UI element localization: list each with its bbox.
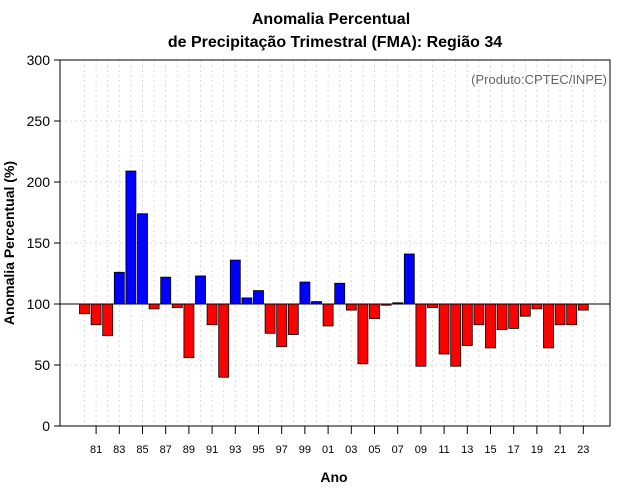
bar-89 xyxy=(183,303,195,359)
bar-82 xyxy=(102,303,114,337)
bar-21 xyxy=(554,303,566,326)
x-tick-label: 93 xyxy=(229,444,241,456)
x-tick-label: 97 xyxy=(276,444,288,456)
bar-09 xyxy=(415,303,427,367)
y-axis: 0 50 100 150 200 250 300 xyxy=(27,52,60,434)
bar-23 xyxy=(577,303,589,311)
bar-12 xyxy=(450,303,462,367)
bar-18 xyxy=(519,303,531,317)
x-tick-label: 91 xyxy=(206,444,218,456)
bar-93 xyxy=(229,259,241,305)
x-tick-label: 13 xyxy=(461,444,473,456)
x-tick-label: 89 xyxy=(183,444,195,456)
x-tick-label: 21 xyxy=(554,444,566,456)
y-tick-label: 100 xyxy=(27,296,51,312)
y-tick-label: 200 xyxy=(27,174,51,190)
bar-85 xyxy=(137,213,148,305)
grid xyxy=(60,60,610,426)
bar-20 xyxy=(543,303,554,349)
y-tick-label: 50 xyxy=(34,357,50,373)
bar-15 xyxy=(485,303,496,349)
x-tick-label: 83 xyxy=(113,444,125,456)
bar-04 xyxy=(357,303,369,365)
bar-13 xyxy=(461,303,473,346)
bar-90 xyxy=(195,275,206,305)
bar-99 xyxy=(299,281,311,305)
bar-92 xyxy=(218,303,230,378)
x-tick-label: 01 xyxy=(322,444,334,456)
bar-86 xyxy=(148,303,160,310)
y-tick-label: 250 xyxy=(27,113,51,129)
bar-81 xyxy=(90,303,102,326)
x-tick-label: 05 xyxy=(368,444,380,456)
bar-84 xyxy=(125,170,137,305)
y-tick-label: 0 xyxy=(42,418,50,434)
bar-22 xyxy=(566,303,578,326)
x-tick-label: 11 xyxy=(438,444,449,456)
chart-subtitle: de Precipitação Trimestral (FMA): Região… xyxy=(168,34,502,51)
x-tick-label: 81 xyxy=(90,444,102,456)
bar-98 xyxy=(287,303,299,335)
bar-96 xyxy=(264,303,276,334)
bar-97 xyxy=(276,303,288,348)
bar-02 xyxy=(334,282,346,305)
bar-88 xyxy=(171,303,183,309)
x-tick-label: 99 xyxy=(299,444,311,456)
bar-83 xyxy=(113,271,125,305)
bar-11 xyxy=(438,303,450,355)
bar-80 xyxy=(79,303,90,315)
x-tick-label: 95 xyxy=(252,444,264,456)
x-tick-label: 07 xyxy=(392,444,404,456)
bar-14 xyxy=(473,303,485,326)
x-tick-label: 87 xyxy=(160,444,172,456)
x-axis-title: Ano xyxy=(320,469,347,485)
bar-08 xyxy=(403,253,415,305)
y-axis-title: Anomalia Percentual (%) xyxy=(1,161,17,325)
bar-87 xyxy=(160,276,172,305)
y-tick-label: 300 xyxy=(27,52,51,68)
x-tick-label: 09 xyxy=(415,444,427,456)
chart-title: Anomalia Percentual xyxy=(252,11,410,28)
x-tick-label: 85 xyxy=(136,444,148,456)
x-tick-label: 15 xyxy=(484,444,496,456)
credit-label: (Produto:CPTEC/INPE) xyxy=(471,72,607,87)
bar-17 xyxy=(508,303,520,329)
x-tick-label: 23 xyxy=(577,444,589,456)
bar-05 xyxy=(369,303,380,320)
bar-91 xyxy=(206,303,218,326)
bar-19 xyxy=(531,303,543,310)
bars xyxy=(79,170,589,378)
bar-01 xyxy=(322,303,334,327)
bar-03 xyxy=(345,303,357,311)
x-axis: 81 83 85 87 89 91 93 95 97 99 01 03 05 07 09 11 13 15 17 19… xyxy=(90,426,589,456)
y-tick-label: 150 xyxy=(27,235,51,251)
x-tick-label: 17 xyxy=(508,444,520,456)
bar-95 xyxy=(253,290,264,305)
bar-94 xyxy=(241,297,253,305)
x-tick-label: 03 xyxy=(345,444,357,456)
bar-10 xyxy=(427,303,438,309)
x-tick-label: 19 xyxy=(531,444,543,456)
bar-16 xyxy=(496,303,508,331)
